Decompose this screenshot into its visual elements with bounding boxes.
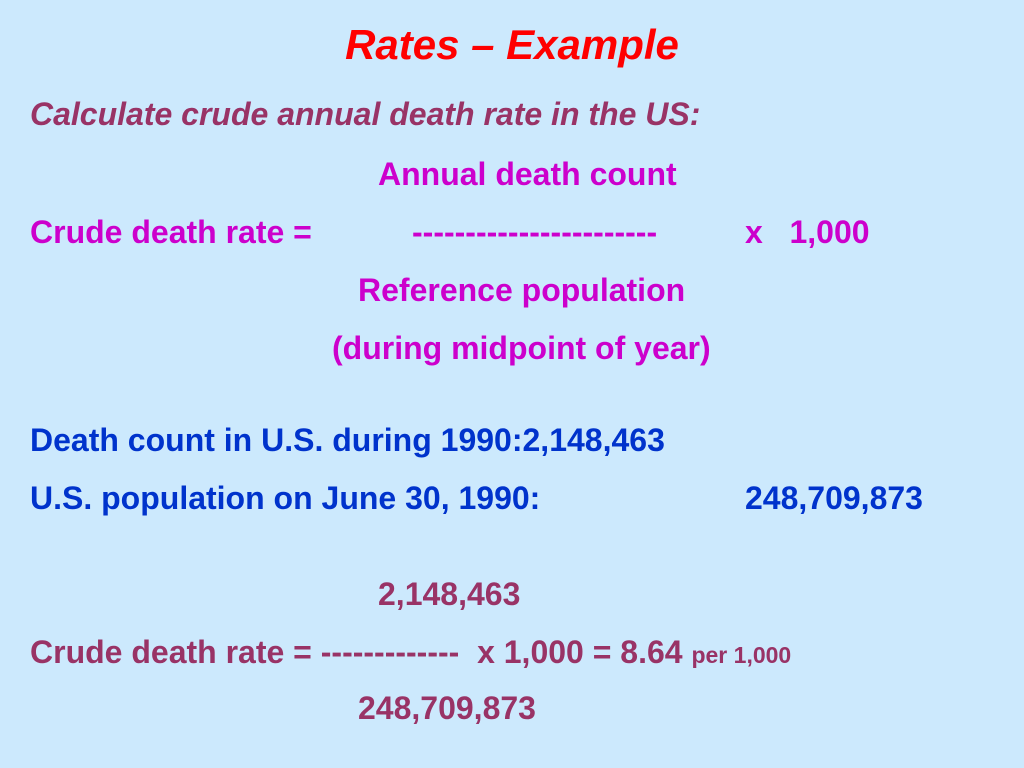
slide-title: Rates – Example — [345, 21, 679, 68]
formula-numerator: Annual death count — [378, 156, 677, 192]
calc-expression-text: Crude death rate = ------------- x 1,000… — [30, 634, 692, 670]
population-label: U.S. population on June 30, 1990: — [30, 480, 541, 516]
formula-lhs: Crude death rate = — [30, 214, 312, 250]
calc-denominator: 248,709,873 — [358, 690, 536, 726]
calc-numerator: 2,148,463 — [378, 576, 521, 612]
slide-subtitle: Calculate crude annual death rate in the… — [30, 96, 701, 132]
formula-denominator-note: (during midpoint of year) — [332, 330, 711, 366]
population-value: 248,709,873 — [745, 480, 923, 516]
death-count-fact: Death count in U.S. during 1990:2,148,46… — [30, 422, 665, 458]
formula-fraction-bar: ----------------------- — [412, 214, 658, 250]
formula-multiplier: x 1,000 — [745, 214, 870, 250]
formula-denominator: Reference population — [358, 272, 686, 308]
calc-unit: per 1,000 — [691, 642, 792, 668]
calc-expression: Crude death rate = ------------- x 1,000… — [30, 636, 791, 668]
